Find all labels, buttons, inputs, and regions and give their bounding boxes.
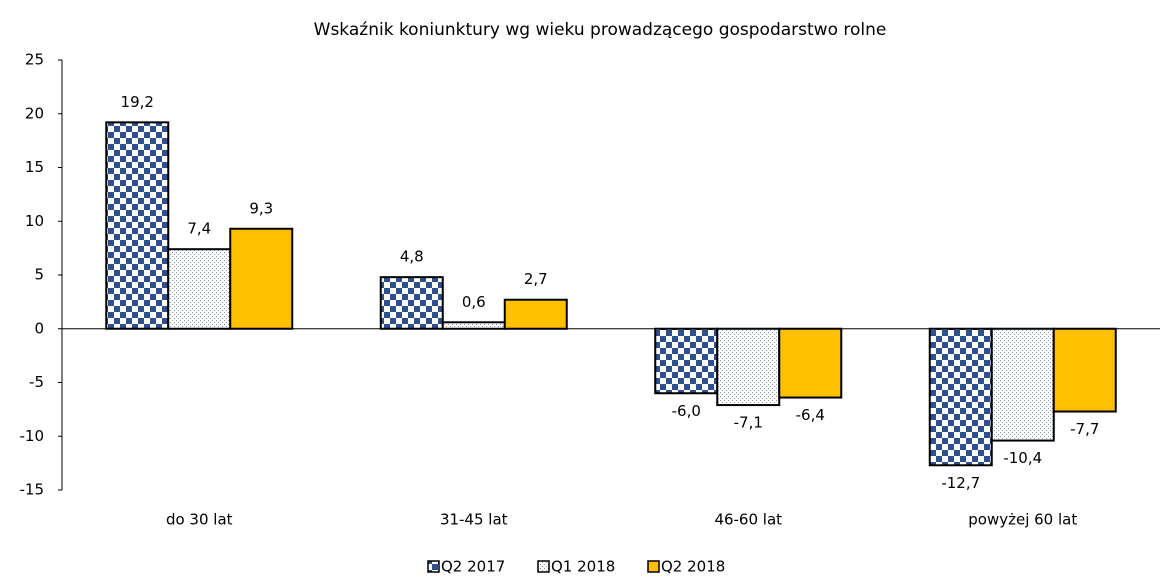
legend-swatch	[647, 560, 660, 573]
data-label: -12,7	[941, 474, 980, 492]
y-tick-label: 5	[34, 266, 44, 284]
y-tick-label: -5	[29, 373, 44, 391]
bar	[105, 121, 170, 330]
bar	[379, 276, 444, 330]
x-tick-label: 46-60 lat	[714, 511, 782, 529]
legend-label: Q1 2018	[551, 558, 615, 576]
y-tick-label: -10	[20, 427, 45, 445]
legend-swatch	[427, 560, 440, 573]
bar	[441, 321, 506, 330]
data-label: -7,1	[734, 414, 763, 432]
x-tick-label: do 30 lat	[166, 511, 233, 529]
y-tick-label: 20	[25, 104, 44, 122]
data-label: 0,6	[462, 293, 486, 311]
legend-label: Q2 2018	[661, 558, 725, 576]
data-label: 4,8	[400, 248, 424, 266]
bar	[716, 327, 781, 407]
x-tick-label: 31-45 lat	[440, 511, 508, 529]
bar	[229, 227, 294, 330]
bar	[778, 327, 843, 399]
x-tick-label: powyżej 60 lat	[968, 511, 1077, 529]
y-tick-label: 0	[34, 319, 44, 337]
bar	[928, 327, 993, 467]
data-label: 19,2	[121, 93, 154, 111]
chart-title: Wskaźnik koniunktury wg wieku prowadzące…	[314, 20, 887, 40]
data-label: -6,4	[796, 406, 825, 424]
bar	[167, 248, 232, 330]
y-tick-label: 10	[25, 212, 44, 230]
data-label: 9,3	[249, 199, 273, 217]
data-label: 2,7	[524, 270, 548, 288]
bar	[503, 298, 568, 330]
data-label: 7,4	[187, 220, 211, 238]
y-tick-label: 15	[25, 158, 44, 176]
y-tick-label: 25	[25, 51, 44, 69]
bar	[1052, 327, 1117, 413]
legend-swatch	[537, 560, 550, 573]
legend-label: Q2 2017	[441, 558, 505, 576]
data-label: -10,4	[1003, 449, 1042, 467]
data-label: -7,7	[1070, 420, 1099, 438]
y-tick-label: -15	[20, 481, 45, 499]
bar	[654, 327, 719, 395]
data-label: -6,0	[672, 402, 701, 420]
bar	[990, 327, 1055, 442]
